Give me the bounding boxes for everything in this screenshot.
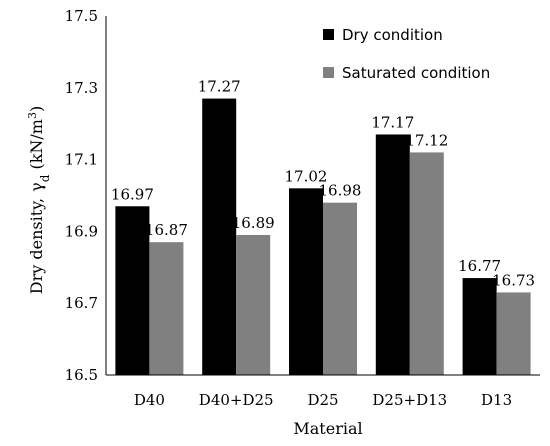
x-tick-label: D40+D25 [199,391,274,409]
bar-saturated-2 [323,202,357,375]
bar-saturated-3 [409,152,444,375]
x-tick-label: D25+D13 [372,391,447,409]
data-label-saturated-4: 16.73 [492,271,535,289]
legend-swatch-dry [323,29,334,40]
legend-swatch-saturated [323,67,334,78]
bars: 16.97 17.27 17.02 17.17 16.77 16.87 16.89 16.98… [111,78,535,375]
data-label-saturated-3: 17.12 [405,131,448,149]
y-tick-label: 16.5 [65,366,98,384]
bar-dry-0 [115,206,150,375]
legend: Dry condition Saturated condition [323,26,490,82]
legend-label-dry: Dry condition [342,26,443,44]
y-axis-label-unit-close: ) [27,106,46,112]
x-tick-label: D25 [307,391,338,409]
x-axis-label: Material [293,419,362,438]
bar-saturated-1 [236,234,271,375]
data-label-dry-1: 17.27 [198,78,241,96]
bar-dry-2 [289,188,323,375]
y-tick-label: 16.9 [65,222,98,240]
bar-dry-3 [375,134,410,375]
data-label-dry-4: 16.77 [458,257,501,275]
data-label-saturated-1: 16.89 [232,214,275,232]
x-tick-label: D13 [481,391,512,409]
bar-saturated-4 [496,292,531,375]
y-axis-label: Dry density, γd (kN/m3) [26,106,53,294]
y-tick-label: 17.5 [65,7,98,25]
bar-dry-1 [202,98,237,375]
y-axis-label-prefix: Dry density, [27,198,46,294]
y-axis: 16.5 16.7 16.9 17.1 17.3 17.5 [65,7,98,384]
data-label-dry-3: 17.17 [371,113,414,131]
bar-saturated-0 [149,242,184,375]
y-tick-label: 17.1 [65,151,98,169]
y-axis-label-symbol: γ [27,182,46,192]
y-axis-label-unit: (kN/m [27,119,46,175]
x-tick-label: D40 [134,391,165,409]
y-axis-label-unit-exp: 3 [26,112,39,119]
data-label-dry-0: 16.97 [111,185,154,203]
data-label-saturated-0: 16.87 [145,221,188,239]
data-label-dry-2: 17.02 [285,167,328,185]
data-label-saturated-2: 16.98 [319,182,362,200]
legend-label-saturated: Saturated condition [342,64,490,82]
y-tick-label: 17.3 [65,79,98,97]
x-axis: D40 D40+D25 D25 D25+D13 D13 [105,16,540,409]
y-axis-label-subscript: d [38,174,52,182]
y-tick-label: 16.7 [65,294,98,312]
bar-dry-4 [462,278,497,375]
